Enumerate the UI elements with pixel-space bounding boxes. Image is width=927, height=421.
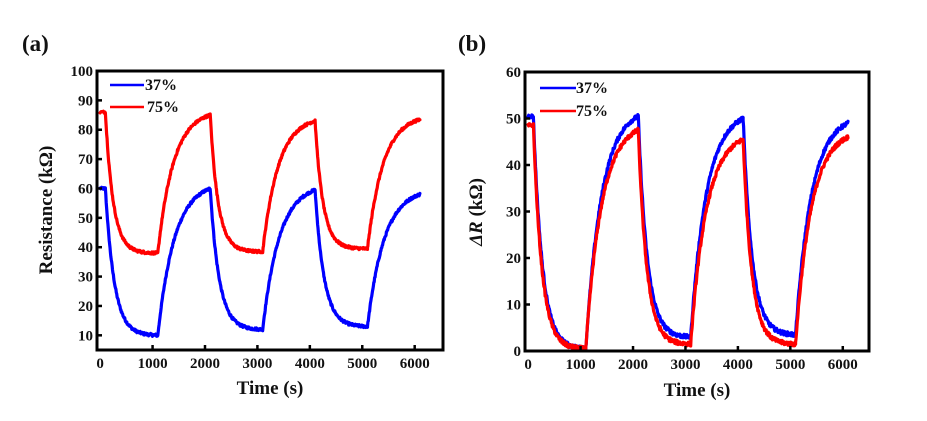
x-tick-label-b-3000: 3000 [670,357,700,373]
x-tick-label-b-0: 0 [524,357,532,373]
tick-layer-a: 0 1000 2000 3000 4000 5000 6000 10 20 30 40 50 60 70 8… [71,64,430,372]
y-tick-label-b-40: 40 [506,158,521,174]
panel-label-b: (b) [458,31,486,56]
x-tick-label-b-4000: 4000 [723,357,753,373]
y-tick-label-a-90: 90 [78,93,93,109]
x-tick-label-a-2000: 2000 [190,356,220,372]
series-layer-b [526,113,850,353]
series-layer-a [98,109,422,338]
x-axis-title-a: Time (s) [237,378,304,399]
y-tick-label-a-50: 50 [78,211,93,227]
y-axis-title-a-main: Resistance (kΩ) [36,146,57,275]
x-tick-label-a-1000: 1000 [138,356,168,372]
y-tick-label-b-0: 0 [514,344,522,360]
y-tick-label-b-20: 20 [506,251,521,267]
y-axis-title-b-symbol: R [466,221,487,235]
x-tick-label-a-3000: 3000 [242,356,272,372]
y-axis-title-b-main: R (kΩ) [466,178,487,235]
y-tick-label-b-60: 60 [506,65,521,81]
y-tick-label-a-10: 10 [78,328,93,344]
panel-label-a: (a) [22,31,49,56]
legend-label-b-75: 75% [576,103,608,120]
legend-label-b-37: 37% [576,80,608,97]
plot-frame-a [95,69,445,352]
y-tick-label-a-100: 100 [71,64,94,80]
y-axis-title-b-unit: (kΩ) [466,178,487,221]
series-line-a-75 [98,109,422,256]
y-tick-label-a-80: 80 [78,123,93,139]
x-tick-label-a-5000: 5000 [347,356,377,372]
y-tick-label-b-30: 30 [506,205,521,221]
y-tick-label-a-70: 70 [78,152,93,168]
x-tick-label-b-5000: 5000 [775,357,805,373]
series-line-b-37 [526,113,850,353]
x-axis-title-b: Time (s) [664,380,731,401]
y-axis-title-b: ΔR (kΩ) [466,178,487,247]
series-line-a-37 [98,185,422,338]
legend-label-a-37: 37% [145,77,177,94]
y-tick-label-b-50: 50 [506,112,521,128]
legend-label-a-75: 75% [147,99,179,116]
x-tick-label-b-6000: 6000 [828,357,858,373]
x-tick-label-b-1000: 1000 [566,357,596,373]
y-tick-label-a-20: 20 [78,299,93,315]
x-tick-label-b-2000: 2000 [618,357,648,373]
y-tick-label-a-40: 40 [78,240,93,256]
panel-a: (a) 0 1000 2000 3000 4000 5000 6000 10 20 30 40 50 6… [22,31,445,399]
y-tick-label-a-30: 30 [78,270,93,286]
y-axis-title-a: Resistance (kΩ) [36,146,57,275]
tick-layer-b: 0 1000 2000 3000 4000 5000 6000 0 10 20 30 40 50 60 [506,65,858,373]
x-tick-label-a-4000: 4000 [295,356,325,372]
y-axis-title-b-prefix: Δ [466,234,487,247]
y-tick-label-b-10: 10 [506,298,521,314]
series-line-b-75 [526,122,850,353]
x-tick-label-a-0: 0 [96,356,104,372]
legend-b: 37% 75% [540,80,608,120]
panel-b: (b) 0 1000 2000 3000 4000 5000 6000 0 10 20 30 40 50… [458,31,871,401]
legend-a: 37% 75% [110,77,179,116]
y-tick-label-a-60: 60 [78,181,93,197]
x-tick-label-a-6000: 6000 [400,356,430,372]
